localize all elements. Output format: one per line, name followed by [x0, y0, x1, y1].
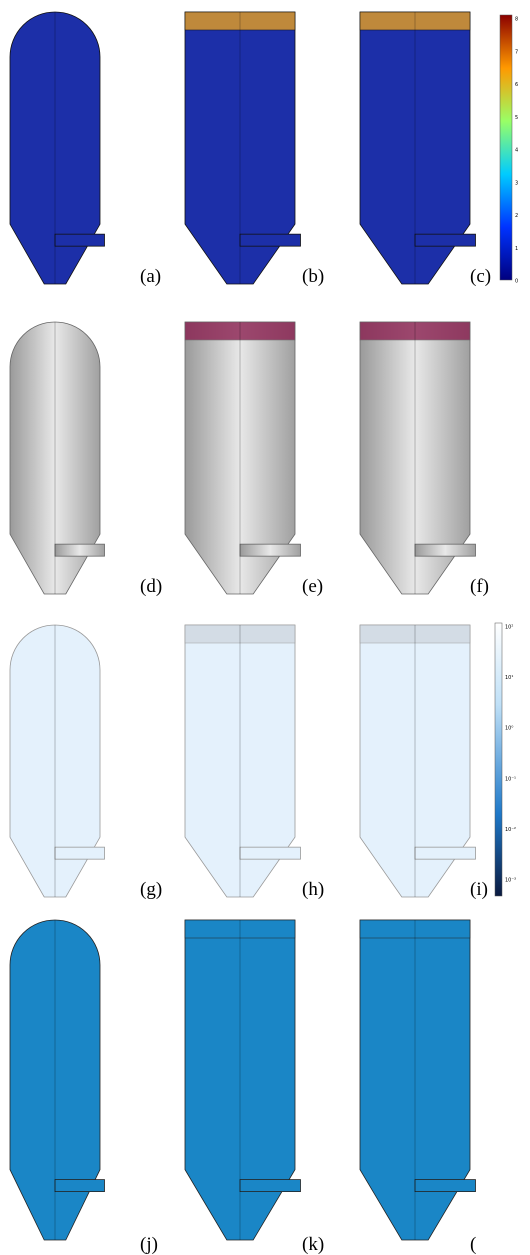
outlet-pipe [240, 234, 301, 246]
outlet-pipe [55, 234, 105, 246]
colorbar-1 [500, 15, 512, 280]
outlet-pipe [55, 1180, 105, 1192]
panel-label: (b) [302, 266, 324, 287]
colorbar-tick-label: 4 [515, 148, 518, 154]
colorbar-tick-label: 3 [515, 180, 518, 186]
colorbar-tick-label: 8 [515, 17, 518, 23]
panel-label: (e) [302, 576, 323, 597]
panel-label: (c) [470, 266, 491, 287]
figure: (a) (b) (c) (d) (e) (f) (g) (h) (i) (j) (k) (8 7 6 5 4 3… [0, 0, 530, 1255]
outlet-pipe [55, 544, 105, 556]
colorbar-tick-label: 6 [515, 82, 518, 88]
outlet-pipe [415, 847, 476, 859]
panel-label: (k) [302, 1234, 324, 1255]
colorbar-2 [495, 623, 502, 896]
panel-label: (d) [140, 576, 162, 597]
outlet-pipe [55, 847, 105, 859]
colorbar-tick-label: 5 [515, 115, 518, 121]
panel-label: (f) [470, 576, 489, 597]
outlet-pipe [415, 1180, 476, 1192]
colorbar-tick-label: 10⁻¹ [505, 776, 516, 782]
outlet-pipe [240, 544, 301, 556]
outlet-pipe [415, 544, 476, 556]
panel-label: ( [470, 1234, 476, 1255]
panel-label: (h) [302, 879, 324, 900]
colorbar-tick-label: 10⁻³ [505, 878, 516, 884]
colorbar-tick-label: 10⁰ [505, 726, 513, 732]
panel-label: (j) [140, 1234, 158, 1255]
colorbar-tick-label: 7 [515, 49, 518, 55]
colorbar-tick-label: 10⁻² [505, 827, 516, 833]
panel-label: (g) [140, 879, 162, 900]
colorbar-tick-label: 2 [515, 213, 518, 219]
outlet-pipe [415, 234, 476, 246]
panel-label: (a) [140, 266, 161, 287]
outlet-pipe [240, 847, 301, 859]
colorbar-tick-label: 10¹ [505, 675, 513, 681]
outlet-pipe [240, 1180, 301, 1192]
colorbar-tick-label: 1 [515, 246, 518, 252]
colorbar-tick-label: 0 [515, 279, 518, 285]
panel-label: (i) [470, 879, 488, 900]
colorbar-tick-label: 10² [505, 625, 513, 631]
